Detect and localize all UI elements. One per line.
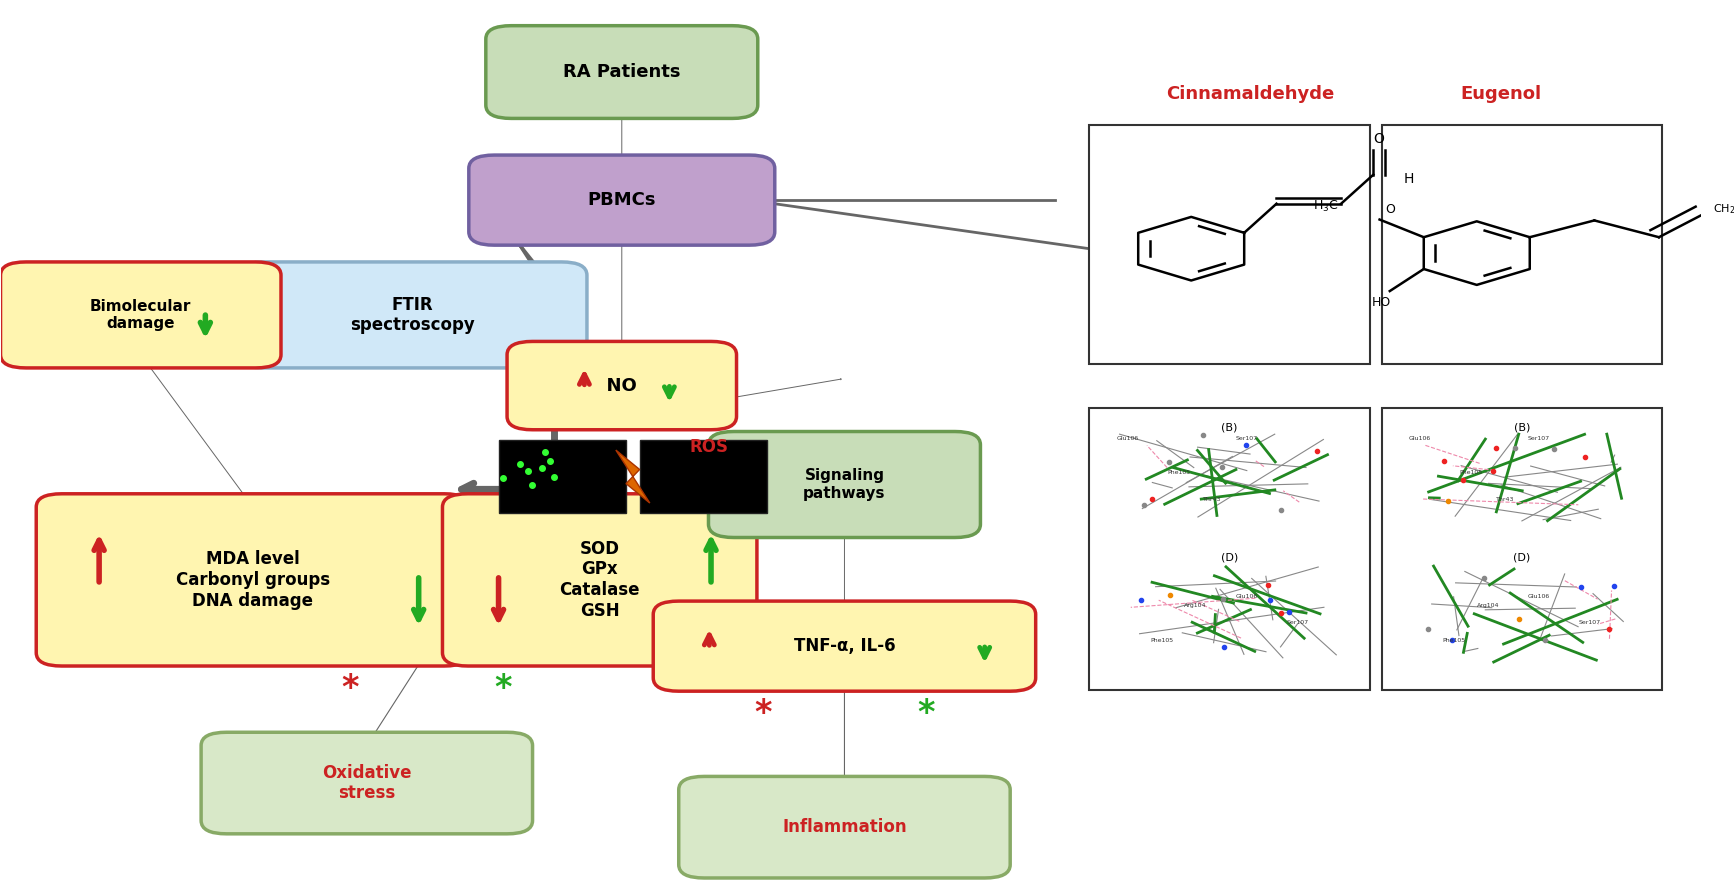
FancyBboxPatch shape: [201, 732, 532, 834]
Text: Thr43: Thr43: [1495, 497, 1514, 501]
Text: TNF-α, IL-6: TNF-α, IL-6: [794, 637, 895, 655]
Text: ROS: ROS: [690, 439, 728, 456]
FancyBboxPatch shape: [506, 341, 737, 430]
Polygon shape: [616, 450, 650, 503]
Text: Glu106: Glu106: [1117, 436, 1139, 441]
FancyBboxPatch shape: [1382, 408, 1661, 690]
FancyBboxPatch shape: [239, 262, 586, 368]
Text: Inflammation: Inflammation: [782, 818, 907, 836]
Text: Bimolecular
damage: Bimolecular damage: [90, 299, 191, 331]
Text: O: O: [1373, 132, 1384, 146]
Text: *: *: [342, 672, 359, 704]
Text: PBMCs: PBMCs: [588, 191, 655, 209]
Text: NO: NO: [595, 377, 650, 394]
FancyBboxPatch shape: [442, 494, 758, 666]
Text: (D): (D): [1221, 553, 1238, 563]
Text: SOD
GPx
Catalase
GSH: SOD GPx Catalase GSH: [560, 540, 640, 620]
FancyBboxPatch shape: [1089, 408, 1370, 690]
Text: Phe105: Phe105: [1443, 638, 1465, 643]
FancyBboxPatch shape: [1089, 125, 1370, 363]
Text: (B): (B): [1514, 422, 1529, 432]
Text: Signaling
pathways: Signaling pathways: [803, 469, 886, 501]
Text: H$_3$C: H$_3$C: [1313, 198, 1339, 214]
Text: Oxidative
stress: Oxidative stress: [323, 764, 411, 803]
Text: Phe105: Phe105: [1460, 470, 1483, 475]
Text: Arg104: Arg104: [1477, 602, 1500, 608]
FancyBboxPatch shape: [654, 601, 1035, 691]
FancyBboxPatch shape: [499, 440, 626, 513]
Text: H: H: [1405, 172, 1415, 186]
Text: Glu106: Glu106: [1528, 594, 1550, 599]
Text: HO: HO: [1372, 296, 1391, 309]
Text: Ser107: Ser107: [1528, 436, 1550, 441]
Text: Phe105: Phe105: [1167, 470, 1190, 475]
Text: *: *: [494, 672, 512, 704]
FancyBboxPatch shape: [678, 776, 1011, 878]
Text: Thr43: Thr43: [1203, 497, 1222, 501]
Text: Phe105: Phe105: [1150, 638, 1172, 643]
Text: Glu106: Glu106: [1408, 436, 1431, 441]
Text: RA Patients: RA Patients: [564, 63, 680, 81]
Text: *: *: [917, 696, 935, 730]
Text: Arg104: Arg104: [1184, 602, 1207, 608]
Text: CH$_2$: CH$_2$: [1713, 202, 1734, 216]
Text: Eugenol: Eugenol: [1460, 85, 1542, 103]
FancyBboxPatch shape: [468, 155, 775, 245]
Text: (B): (B): [1221, 422, 1238, 432]
Text: Ser107: Ser107: [1578, 620, 1600, 626]
FancyBboxPatch shape: [36, 494, 470, 666]
Text: *: *: [754, 696, 772, 730]
Text: Cinnamaldehyde: Cinnamaldehyde: [1167, 85, 1335, 103]
FancyBboxPatch shape: [709, 431, 980, 538]
Text: O: O: [1385, 203, 1394, 216]
Text: Ser107: Ser107: [1287, 620, 1309, 626]
FancyBboxPatch shape: [0, 262, 281, 368]
FancyBboxPatch shape: [1382, 125, 1661, 363]
FancyBboxPatch shape: [486, 26, 758, 119]
Text: (D): (D): [1514, 553, 1531, 563]
Text: MDA level
Carbonyl groups
DNA damage: MDA level Carbonyl groups DNA damage: [175, 550, 329, 610]
Text: Glu106: Glu106: [1235, 594, 1257, 599]
Text: Ser107: Ser107: [1235, 436, 1257, 441]
Text: FTIR
spectroscopy: FTIR spectroscopy: [350, 296, 475, 334]
FancyBboxPatch shape: [640, 440, 766, 513]
